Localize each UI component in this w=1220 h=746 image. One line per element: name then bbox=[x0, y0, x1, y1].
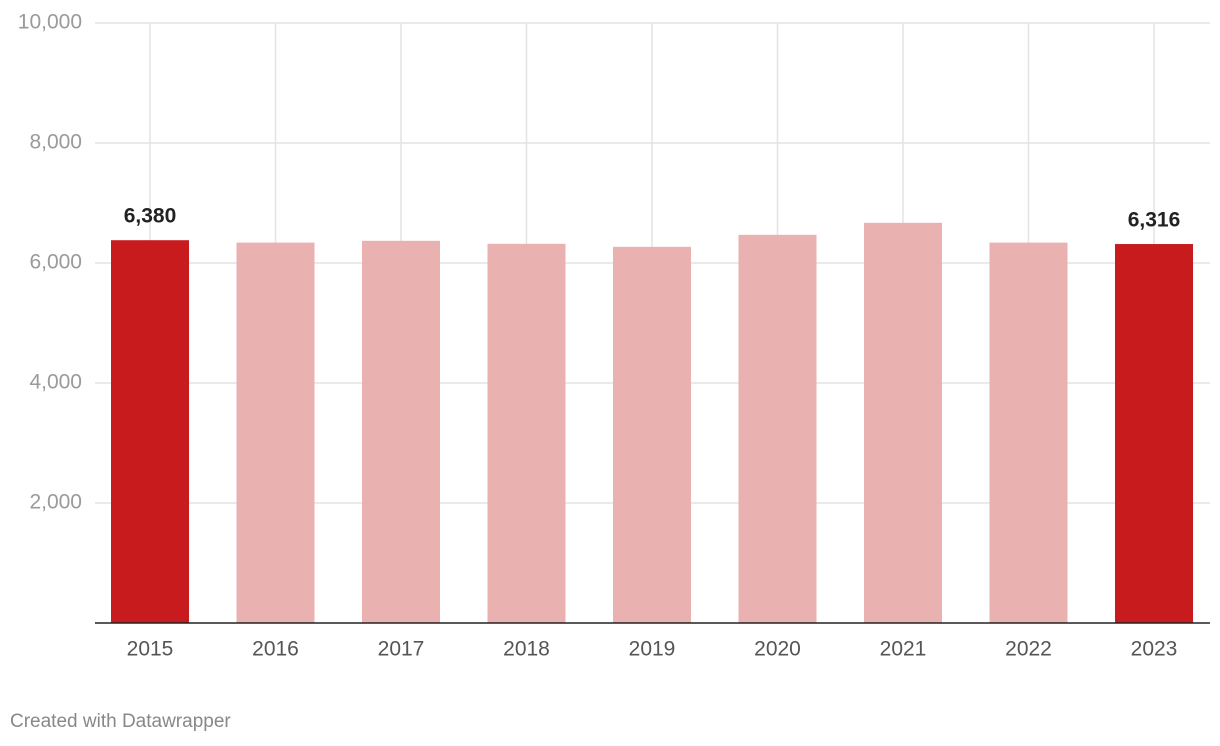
x-tick-label: 2016 bbox=[252, 638, 299, 661]
bar bbox=[989, 242, 1068, 623]
y-tick-label: 6,000 bbox=[29, 251, 82, 274]
bar bbox=[362, 240, 440, 624]
y-tick-label: 4,000 bbox=[29, 371, 82, 394]
x-tick-label: 2019 bbox=[629, 638, 676, 661]
x-tick-label: 2020 bbox=[754, 638, 801, 661]
bar bbox=[738, 234, 817, 624]
credit: Created with Datawrapper bbox=[10, 711, 231, 732]
bar bbox=[111, 240, 189, 623]
bar bbox=[236, 242, 315, 623]
value-label: 6,316 bbox=[1128, 209, 1181, 232]
x-tick-label: 2017 bbox=[378, 638, 425, 661]
y-tick-label: 8,000 bbox=[29, 131, 82, 154]
bar bbox=[613, 246, 691, 624]
y-tick-label: 2,000 bbox=[29, 491, 82, 514]
x-tick-label: 2022 bbox=[1005, 638, 1052, 661]
y-tick-label: 10,000 bbox=[18, 11, 82, 34]
bar bbox=[487, 243, 566, 624]
value-label: 6,380 bbox=[124, 205, 177, 228]
bar bbox=[864, 222, 942, 624]
x-tick-label: 2018 bbox=[503, 638, 550, 661]
x-tick-label: 2023 bbox=[1131, 638, 1178, 661]
bar bbox=[1115, 244, 1193, 624]
x-tick-label: 2021 bbox=[880, 638, 927, 661]
x-tick-label: 2015 bbox=[127, 638, 174, 661]
